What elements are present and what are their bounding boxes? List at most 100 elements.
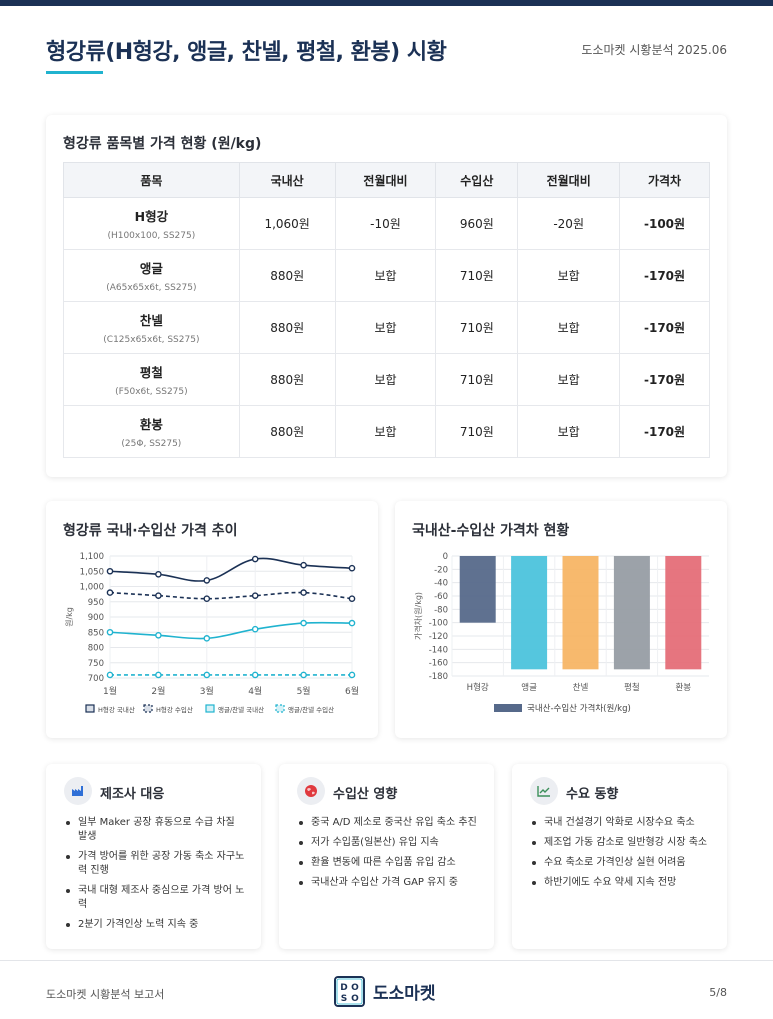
info-card-title: 수요 동향: [566, 787, 619, 802]
import-change: 보합: [517, 405, 621, 458]
factory-icon-wrap: [64, 777, 92, 805]
y-tick-label: -60: [434, 592, 448, 602]
x-tick-label: 2월: [151, 685, 165, 697]
list-item: 국내 건설경기 악화로 시장수요 축소: [532, 816, 713, 830]
domestic-change: 보합: [334, 405, 437, 458]
table-row: H형강 (H100x100, SS275) 1,060원 -10원 960원 -2…: [63, 197, 710, 250]
trend-chart-icon-wrap: [530, 777, 558, 805]
y-axis-label: 원/kg: [65, 607, 74, 627]
list-item: 저가 수입품(일본산) 유입 지속: [299, 836, 480, 850]
legend-swatch: [205, 704, 215, 713]
price-diff: -170원: [619, 301, 710, 354]
table-row: 앵글 (A65x65x6t, SS275) 880원 보합 710원 보합 -17…: [63, 249, 710, 302]
product-cell: 평철 (F50x6t, SS275): [63, 353, 240, 406]
y-tick-label: 800: [88, 644, 104, 654]
domestic-price: 880원: [238, 405, 336, 458]
y-tick-label: -40: [434, 579, 448, 589]
price-diff: -100원: [619, 197, 710, 250]
x-tick-label: 1월: [103, 685, 117, 697]
domestic-price: 880원: [238, 301, 336, 354]
data-point: [348, 619, 356, 627]
y-tick-label: 900: [88, 613, 104, 623]
bar-chart: 0 -20 -40 -60 -80 -100 -120 -140 -160 -180 가격차(원/k…: [413, 552, 709, 714]
product-cell: 앵글 (A65x65x6t, SS275): [63, 249, 240, 302]
series-line: [109, 557, 353, 582]
col-header-product: 품목: [63, 162, 240, 198]
list-item: 국내산과 수입산 가격 GAP 유지 중: [299, 876, 480, 890]
info-list: 중국 A/D 제소로 중국산 유입 축소 추진 저가 수입품(일본산) 유입 지…: [299, 816, 480, 896]
list-item: 일부 Maker 공장 휴동으로 수급 차질 발생: [66, 816, 247, 844]
x-tick-label: 환봉: [675, 682, 691, 693]
y-tick-label: 1,000: [80, 583, 104, 593]
y-tick-label: -100: [429, 619, 448, 629]
table-row: 평철 (F50x6t, SS275) 880원 보합 710원 보합 -170원: [63, 353, 710, 406]
page-number: 5/8: [709, 986, 727, 999]
x-tick-label: 찬넬: [573, 682, 589, 693]
legend-swatch: [85, 704, 95, 713]
legend-swatch: [275, 704, 285, 713]
list-item: 2분기 가격인상 노력 지속 중: [66, 918, 247, 932]
title-underline: [46, 71, 103, 74]
price-diff: -170원: [619, 353, 710, 406]
data-point: [348, 671, 356, 679]
y-tick-label: -180: [429, 672, 448, 682]
y-tick-label: 0: [443, 552, 448, 562]
y-tick-label: 1,100: [80, 552, 104, 562]
info-list: 국내 건설경기 악화로 시장수요 축소 제조업 가동 감소로 일반형강 시장 축…: [532, 816, 713, 896]
product-name: H형강: [134, 209, 169, 224]
y-tick-label: -140: [429, 645, 448, 655]
footer-divider: [0, 960, 773, 961]
product-spec: (C125x65x6t, SS275): [103, 335, 200, 345]
line-chart-card: 형강류 국내·수입산 가격 추이 700 750 800 850 900 950 1,000…: [46, 501, 378, 738]
list-item: 중국 A/D 제소로 중국산 유입 축소 추진: [299, 816, 480, 830]
data-point: [203, 577, 211, 584]
legend-label: H형강 국내산: [98, 705, 135, 714]
y-tick-label: -120: [429, 632, 448, 642]
import-price: 710원: [435, 405, 519, 458]
bar: [511, 556, 548, 670]
list-item: 하반기에도 수요 약세 지속 전망: [532, 876, 713, 890]
col-header-domestic: 국내산: [238, 162, 336, 198]
import-price: 710원: [435, 353, 519, 406]
legend-label: 앵글/찬넬 수입산: [288, 705, 334, 714]
brand-logo: D O S O 도소마켓: [334, 976, 436, 1007]
data-point: [300, 619, 307, 627]
table-row: 찬넬 (C125x65x6t, SS275) 880원 보합 710원 보합 -1…: [63, 301, 710, 354]
info-card-import: 수입산 영향 중국 A/D 제소로 중국산 유입 축소 추진 저가 수입품(일본…: [279, 764, 494, 949]
logo-letter: D: [340, 983, 347, 993]
domestic-price: 880원: [238, 249, 336, 302]
y-tick-label: 1,050: [80, 567, 104, 577]
product-name: 평철: [139, 365, 163, 380]
data-point: [203, 635, 211, 642]
y-axis-label: 가격차(원/kg): [413, 592, 423, 640]
globe-icon: [305, 785, 317, 797]
y-tick-label: -20: [434, 565, 448, 575]
data-point: [251, 592, 259, 599]
legend-swatch: [494, 704, 522, 712]
price-table-title: 형강류 품목별 가격 현황 (원/kg): [63, 136, 262, 152]
list-item: 국내 대형 제조사 중심으로 가격 방어 노력: [66, 884, 247, 912]
info-card-manufacturer: 제조사 대응 일부 Maker 공장 휴동으로 수급 차질 발생 가격 방어를 …: [46, 764, 261, 949]
y-tick-label: -160: [429, 659, 448, 669]
y-tick-label: 850: [88, 628, 104, 638]
import-change: -20원: [517, 197, 621, 250]
legend-swatch: [143, 704, 153, 713]
x-tick-label: 앵글: [521, 682, 537, 693]
logo-mark: D O S O: [334, 976, 365, 1007]
top-accent-bar: [0, 0, 773, 6]
bar: [562, 556, 599, 670]
info-card-title: 제조사 대응: [100, 787, 165, 802]
x-tick-label: H형강: [467, 682, 489, 693]
data-point: [155, 571, 162, 578]
col-header-import: 수입산: [435, 162, 519, 198]
price-diff: -170원: [619, 249, 710, 302]
series-line: [109, 591, 353, 600]
y-tick-label: -80: [434, 605, 448, 615]
table-row: 환봉 (25Φ, SS275) 880원 보합 710원 보합 -170원: [63, 405, 710, 458]
import-price: 960원: [435, 197, 519, 250]
list-item: 가격 방어를 위한 공장 가동 축소 자구노력 진행: [66, 850, 247, 878]
data-point: [300, 589, 307, 596]
domestic-change: -10원: [334, 197, 437, 250]
price-table-card: 형강류 품목별 가격 현황 (원/kg) 품목 국내산 전월대비 수입산 전월대…: [46, 115, 727, 477]
data-point: [106, 628, 114, 636]
